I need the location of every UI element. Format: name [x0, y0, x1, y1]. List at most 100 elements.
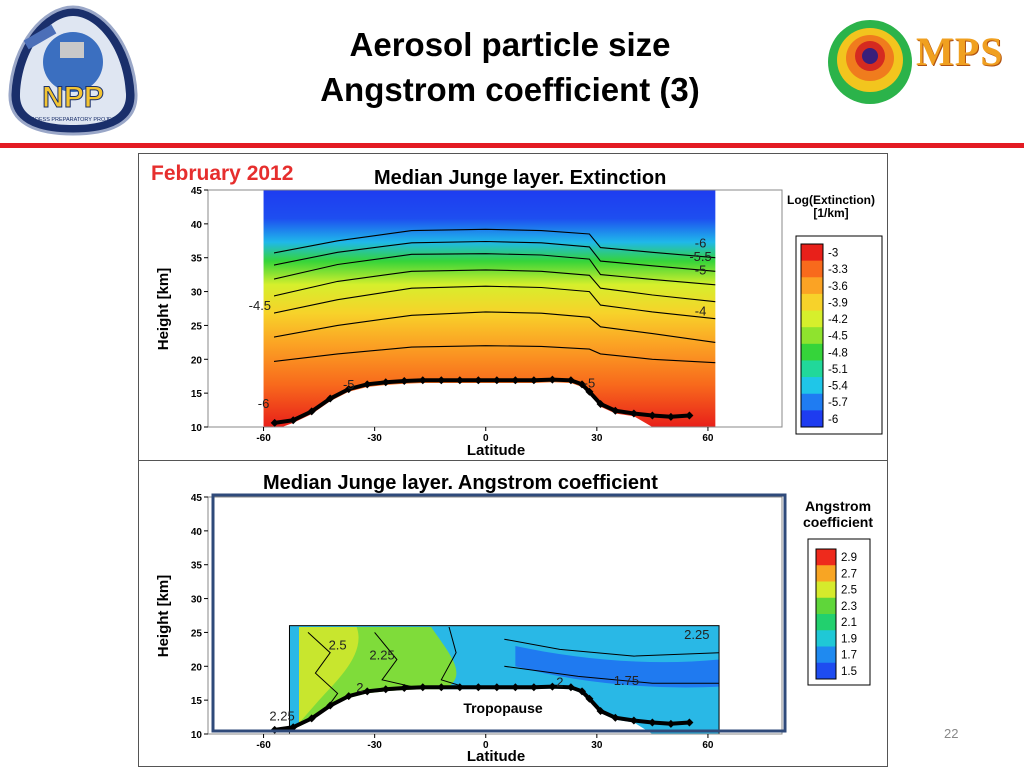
colorbar-level-label: 1.9: [841, 633, 857, 645]
y-tick-label: 20: [191, 662, 203, 673]
tropopause-marker: [529, 376, 538, 385]
tropopause-marker: [474, 376, 483, 385]
tropopause-marker: [418, 376, 427, 385]
tropopause-marker: [492, 683, 501, 692]
y-tick-label: 15: [191, 389, 203, 400]
contour-line: [274, 240, 716, 272]
colorbar-level-label: 2.3: [841, 601, 857, 613]
slide-title-line1: Aerosol particle size: [349, 26, 671, 63]
y-tick-label: 30: [191, 288, 203, 299]
tropopause-marker: [344, 692, 353, 701]
mps-logo: [828, 20, 912, 104]
colorbar-swatch: [816, 597, 836, 615]
tropopause-marker: [363, 687, 372, 696]
y-tick-label: 30: [191, 595, 203, 606]
contour-line: [440, 627, 464, 688]
colorbar-level-label: -5.1: [828, 364, 848, 376]
tropopause-marker: [666, 719, 675, 728]
slide-title-line2: Angstrom coefficient (3): [320, 71, 700, 108]
colorbar-swatch: [801, 277, 823, 295]
y-tick-label: 45: [191, 186, 203, 197]
colorbar-swatch: [801, 410, 823, 428]
colorbar-swatch: [816, 549, 836, 566]
tropopause-marker: [289, 723, 298, 732]
colorbar-title-line2: coefficient: [803, 514, 873, 530]
chart-title: Median Junge layer. Extinction: [374, 167, 666, 189]
contour-line: [274, 311, 716, 343]
tropopause-marker: [511, 376, 520, 385]
colorbar-level-label: -3.6: [828, 281, 848, 293]
overlay-frame-top: [213, 493, 787, 607]
tropopause-marker: [437, 683, 446, 692]
colorbar-level-label: -4.8: [828, 347, 848, 359]
colorbar-level-label: 1.7: [841, 650, 857, 662]
tropopause-marker: [566, 376, 575, 385]
contour-label: -5.5: [689, 249, 711, 264]
x-tick-label: -60: [256, 740, 271, 751]
contour-label: -6: [258, 396, 270, 411]
extinction-panel: February 2012 Median Junge layer. Extinc…: [138, 153, 888, 462]
colorbar-swatch: [801, 343, 823, 361]
y-tick-label: 25: [191, 321, 203, 332]
contour-label: -4: [695, 303, 707, 318]
contour-line: [307, 632, 339, 714]
contour-label: 2.25: [269, 708, 294, 723]
tropopause-marker: [666, 412, 675, 421]
tropopause-marker: [611, 713, 620, 722]
tropopause-marker: [648, 718, 657, 727]
x-tick-label: 0: [483, 433, 489, 444]
colorbar-outline: [800, 243, 824, 428]
title-accent-bar: [0, 143, 1024, 148]
x-tick-label: -30: [367, 740, 382, 751]
colorbar-swatch: [816, 630, 836, 647]
tropopause-marker: [326, 394, 335, 403]
colorbar-level-label: -3.9: [828, 297, 848, 309]
plot-frame: [207, 189, 783, 428]
colorbar-outline: [815, 548, 837, 680]
x-tick-label: -60: [256, 433, 271, 444]
colorbar-level-label: -6: [828, 414, 838, 426]
tropopause-marker: [578, 380, 587, 389]
tropopause-marker: [548, 375, 557, 384]
chart-date-label: February 2012: [151, 162, 293, 185]
extinction-chart: February 2012 Median Junge layer. Extinc…: [151, 162, 883, 459]
tropopause-marker: [629, 409, 638, 418]
contour-line: [274, 253, 716, 286]
colorbar-swatch: [801, 244, 823, 262]
contour-line: [504, 638, 720, 657]
chart-title: Median Junge layer. Angstrom coefficient: [263, 472, 658, 494]
tropopause-marker: [437, 376, 446, 385]
y-axis-label: Height [km]: [155, 268, 172, 351]
npp-logo: NPP NPOESS PREPARATORY PROJECT: [8, 5, 138, 136]
tropopause-marker: [455, 376, 464, 385]
colorbar-swatch: [801, 360, 823, 378]
colorbar-level-label: -3: [828, 247, 838, 259]
contour-label: -5: [584, 376, 596, 391]
below-tropopause-area: [282, 382, 653, 427]
contour-line: [274, 345, 716, 364]
svg-text:NPOESS PREPARATORY PROJECT: NPOESS PREPARATORY PROJECT: [27, 117, 120, 123]
y-tick-label: 40: [191, 220, 203, 231]
y-tick-label: 35: [191, 254, 203, 265]
colorbar-swatch: [816, 662, 836, 680]
y-tick-label: 15: [191, 696, 203, 707]
low-angstrom-region: [515, 645, 720, 688]
tropopause-marker: [381, 378, 390, 387]
highest-angstrom-region: [299, 627, 359, 724]
colorbar-level-label: 2.1: [841, 617, 857, 629]
y-tick-label: 10: [191, 423, 203, 434]
contour-label: -4.5: [249, 298, 271, 313]
tropopause-marker: [548, 682, 557, 691]
slide-title: Aerosol particle size Angstrom coefficie…: [230, 22, 790, 112]
plot-frame: [207, 496, 783, 735]
tropopause-marker: [400, 376, 409, 385]
colorbar-title-line1: Log(Extinction): [787, 193, 875, 207]
colorbar-swatch: [816, 646, 836, 664]
y-tick-label: 10: [191, 730, 203, 741]
tropopause-marker: [326, 701, 335, 710]
y-tick-label: 25: [191, 628, 203, 639]
tropopause-marker: [381, 685, 390, 694]
y-tick-label: 45: [191, 493, 203, 504]
x-tick-label: 30: [591, 433, 603, 444]
y-tick-label: 35: [191, 561, 203, 572]
